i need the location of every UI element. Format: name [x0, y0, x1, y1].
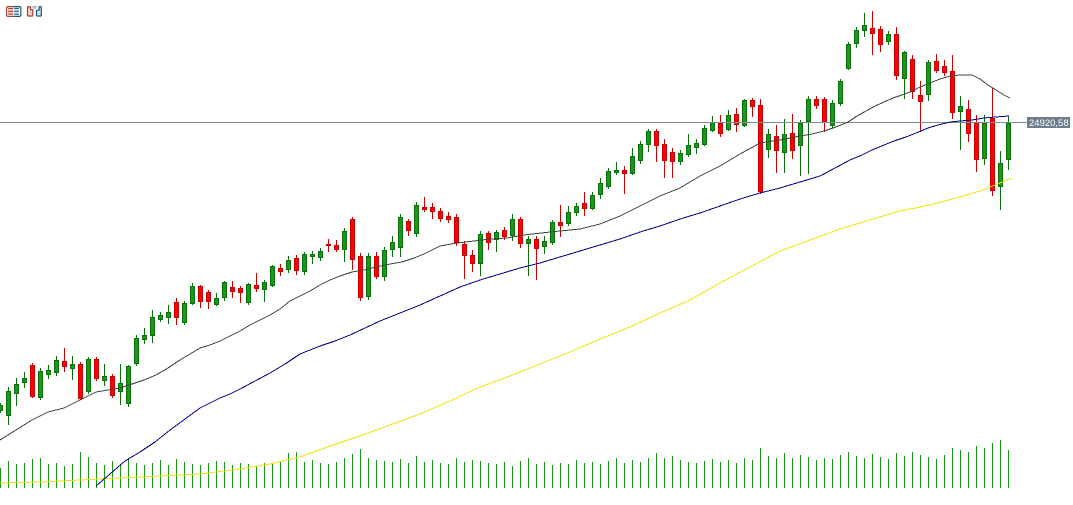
svg-text:24920,58: 24920,58 [1029, 118, 1069, 129]
